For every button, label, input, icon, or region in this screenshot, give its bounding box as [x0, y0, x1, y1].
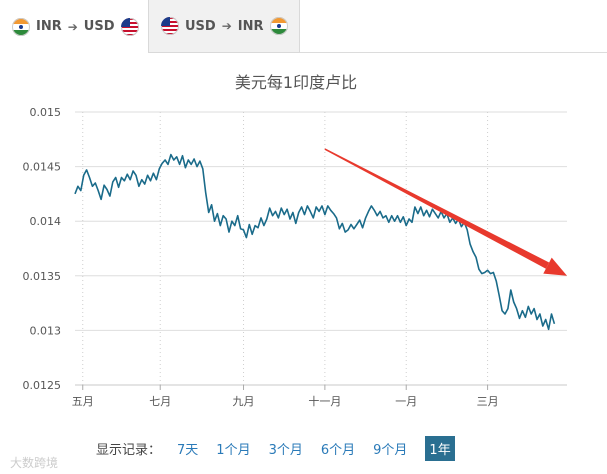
us-flag-icon	[161, 17, 179, 35]
tab-usd-to-inr[interactable]: USD ➔ INR	[148, 0, 300, 53]
x-tick-label: 一月	[395, 395, 417, 408]
range-9m-button[interactable]: 9个月	[373, 443, 408, 458]
tab-from-label: USD	[185, 18, 216, 34]
y-tick-label: 0.0125	[23, 379, 62, 392]
india-flag-icon	[12, 17, 30, 36]
range-selector: 显示记录： 7天 1个月 3个月 6个月 9个月 1年	[96, 436, 455, 461]
tab-from-label: INR	[36, 19, 62, 34]
tabs-divider	[300, 52, 607, 53]
y-axis-labels: 0.0125 0.013 0.0135 0.014 0.0145 0.015	[23, 106, 62, 392]
x-tick-label: 五月	[72, 395, 94, 408]
x-tick-label: 十一月	[308, 394, 341, 408]
chart-title: 美元每1印度卢比	[235, 73, 357, 92]
series-line	[74, 153, 556, 331]
series-group	[74, 153, 556, 331]
range-1y-button[interactable]: 1年	[425, 436, 455, 461]
arrow-right-icon: ➔	[221, 19, 232, 33]
x-tick-label: 三月	[477, 395, 499, 408]
exchange-rate-chart: 美元每1印度卢比 0.0125 0.013 0.0135 0.014 0.0145 0.0…	[0, 53, 607, 423]
us-flag-icon	[120, 17, 139, 36]
trend-arrow-head	[543, 257, 567, 276]
range-3m-button[interactable]: 3个月	[268, 443, 303, 458]
trend-arrow-shaft	[324, 148, 550, 269]
grid-lines	[75, 111, 567, 390]
y-tick-label: 0.0145	[23, 161, 62, 174]
tab-to-label: INR	[237, 18, 264, 34]
range-6m-button[interactable]: 6个月	[320, 443, 356, 458]
range-1m-button[interactable]: 1个月	[216, 443, 251, 458]
x-tick-label: 七月	[149, 395, 171, 408]
y-tick-label: 0.014	[30, 215, 62, 228]
tab-inr-to-usd[interactable]: INR ➔ USD	[0, 0, 148, 53]
y-tick-label: 0.015	[30, 106, 62, 119]
tab-to-label: USD	[83, 19, 115, 34]
trend-arrow-group	[324, 148, 567, 276]
arrow-right-icon: ➔	[67, 19, 78, 34]
currency-pair-tabs: INR ➔ USD USD ➔ INR	[0, 0, 607, 53]
y-tick-label: 0.0135	[23, 270, 62, 283]
chart-svg: 美元每1印度卢比 0.01250.0130.01350.0140.01450.0…	[23, 73, 567, 408]
y-tick-label: 0.013	[30, 324, 62, 337]
x-axis-labels: 五月 七月 九月 十一月 一月 三月	[72, 394, 499, 408]
range-7d-button[interactable]: 7天	[177, 443, 199, 458]
watermark-logo: 大数跨境	[10, 456, 59, 470]
india-flag-icon	[269, 17, 288, 35]
x-tick-label: 九月	[233, 395, 255, 408]
range-selector-label: 显示记录：	[96, 443, 162, 458]
